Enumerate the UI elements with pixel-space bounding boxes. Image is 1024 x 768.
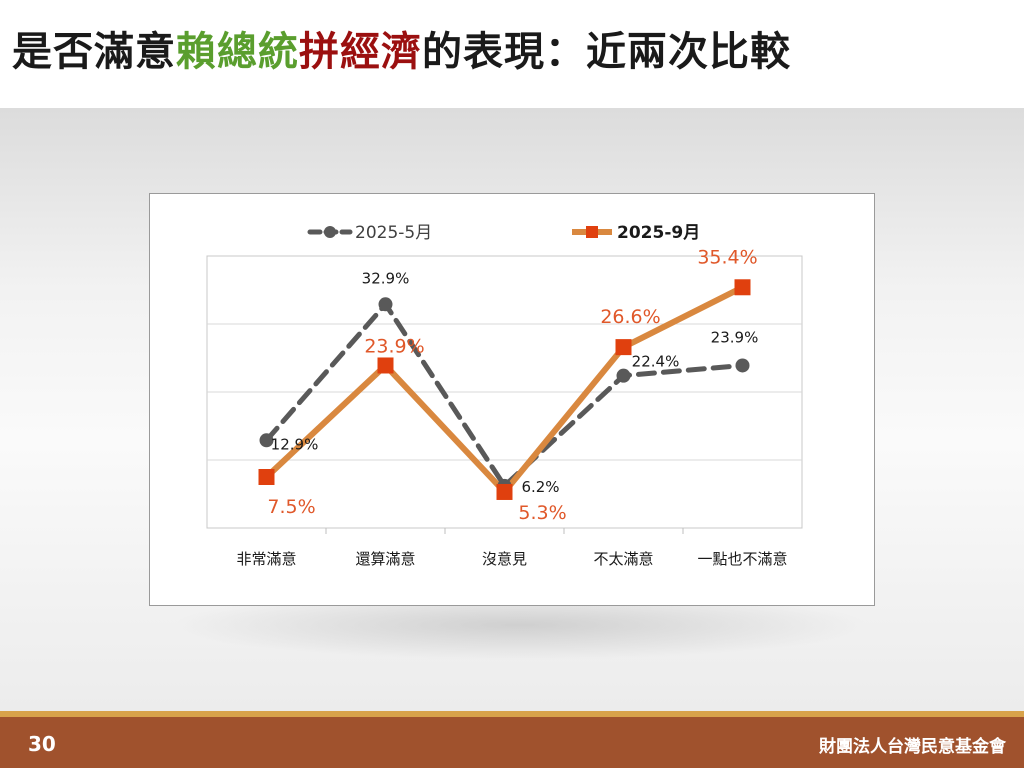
data-label-may: 6.2% [521,478,559,496]
data-label-may: 32.9% [362,269,410,287]
data-point-sep [496,483,513,500]
data-label-sep: 23.9% [364,335,424,357]
data-label-sep: 35.4% [697,246,757,268]
title-part-1: 是否滿意 [12,29,176,75]
legend-marker-sep [586,226,598,238]
data-point-may [378,297,393,312]
data-point-may [735,358,750,373]
title-part-4: 的表現：近兩次比較 [422,29,791,75]
organization-name: 財團法人台灣民意基金會 [819,737,1006,757]
data-point-may [616,368,631,383]
page-title: 是否滿意賴總統拼經濟的表現：近兩次比較 [12,22,791,82]
data-point-may [259,433,274,448]
data-point-sep [734,279,751,296]
data-point-sep [615,339,632,356]
x-tick-label: 一點也不滿意 [697,550,787,568]
footer-accent-line [0,711,1024,717]
x-tick-label: 非常滿意 [236,550,296,568]
x-tick-label: 沒意見 [482,550,527,568]
line-chart: 非常滿意 還算滿意 沒意見 不太滿意 一點也不滿意 2025-5月 2025-9月 12.9%… [206,223,803,568]
data-label-may: 22.4% [632,353,680,371]
chart-container: 非常滿意 還算滿意 沒意見 不太滿意 一點也不滿意 2025-5月 2025-9月 12.9%… [149,193,875,606]
data-label-sep: 5.3% [518,502,566,524]
x-tick-label: 還算滿意 [355,550,415,568]
footer-bar [0,717,1024,768]
title-part-president: 賴總統 [176,29,299,75]
title-part-economy: 拼經濟 [299,29,422,75]
data-label-sep: 26.6% [600,306,660,328]
data-label-sep: 7.5% [267,496,315,518]
data-label-may: 23.9% [711,328,759,346]
legend-marker-may [324,226,336,238]
x-tick-label: 不太滿意 [593,550,653,568]
data-point-sep [377,357,394,374]
legend-label-sep: 2025-9月 [617,223,700,243]
legend-label-may: 2025-5月 [355,223,432,243]
data-point-sep [258,469,275,485]
data-label-may: 12.9% [271,435,319,453]
page-number: 30 [28,732,56,756]
